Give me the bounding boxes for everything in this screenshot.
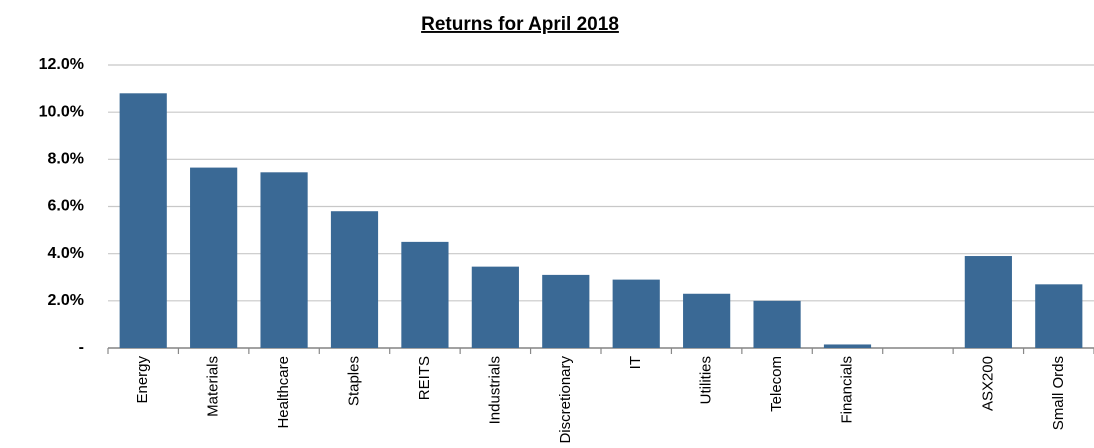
x-tick-label: Healthcare bbox=[275, 356, 292, 429]
bar bbox=[401, 241, 449, 348]
x-tick-label: Small Ords bbox=[1050, 356, 1067, 430]
y-tick-label: 6.0% bbox=[48, 198, 84, 215]
bar bbox=[260, 172, 308, 348]
x-tick-label: Materials bbox=[205, 356, 222, 417]
bar bbox=[471, 266, 519, 348]
y-tick-label: 2.0% bbox=[48, 292, 84, 309]
bar bbox=[542, 274, 590, 348]
x-tick-label: IT bbox=[627, 356, 644, 369]
x-tick-label: Staples bbox=[345, 356, 362, 406]
x-tick-label: Financials bbox=[838, 356, 855, 424]
y-tick-label: 12.0% bbox=[39, 56, 84, 73]
y-tick-label: - bbox=[79, 339, 84, 356]
bar bbox=[1035, 284, 1083, 348]
y-tick-label: 10.0% bbox=[39, 103, 84, 120]
x-tick-label: Telecom bbox=[768, 356, 785, 412]
bar bbox=[612, 279, 660, 348]
bar bbox=[119, 93, 167, 348]
bar bbox=[190, 167, 238, 348]
x-tick-label: Industrials bbox=[486, 356, 503, 424]
x-tick-label: Utilities bbox=[698, 356, 715, 404]
bar bbox=[753, 300, 801, 348]
bar bbox=[964, 256, 1012, 348]
bar bbox=[330, 211, 379, 348]
chart-title: Returns for April 2018 bbox=[421, 14, 619, 35]
x-tick-label: REITS bbox=[416, 356, 433, 400]
bar bbox=[823, 344, 872, 348]
y-tick-label: 4.0% bbox=[48, 245, 84, 262]
bar bbox=[683, 293, 731, 348]
x-tick-label: Energy bbox=[134, 356, 151, 404]
x-tick-label: Discretionary bbox=[557, 356, 574, 444]
x-tick-label: ASX200 bbox=[979, 356, 996, 411]
y-tick-label: 8.0% bbox=[48, 151, 84, 168]
